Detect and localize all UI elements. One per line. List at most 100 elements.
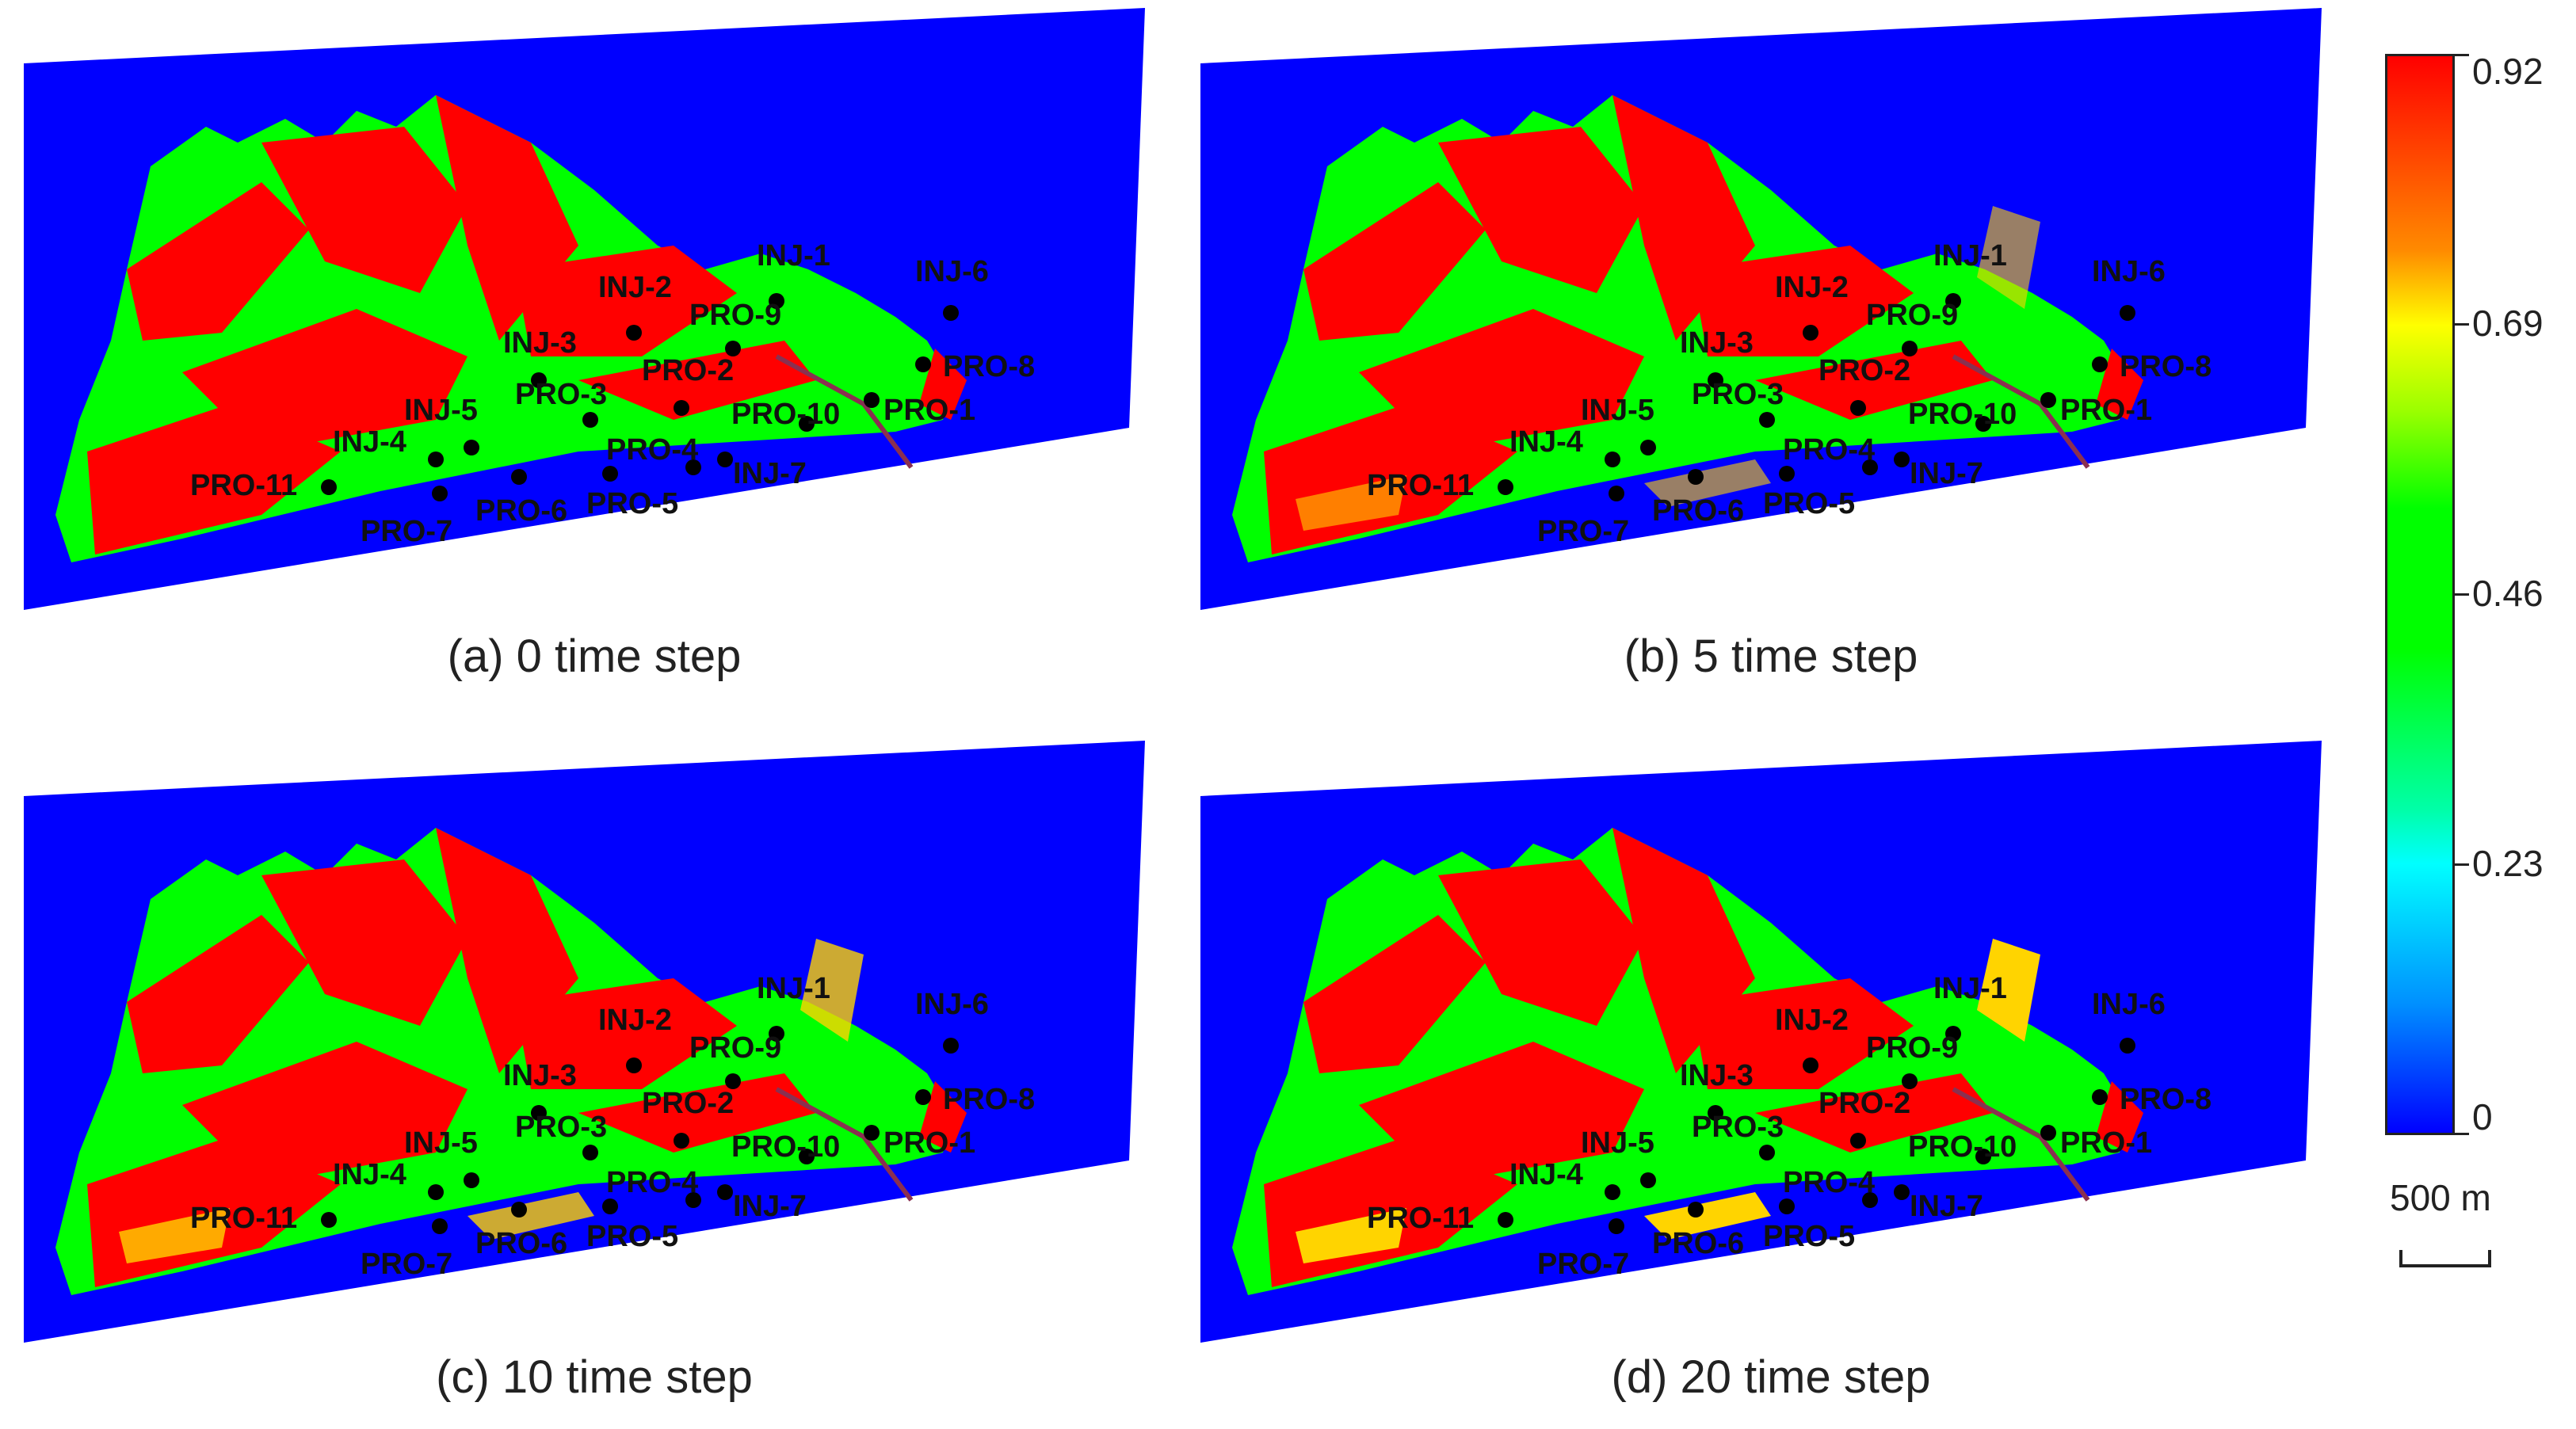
well-marker — [1945, 1026, 1961, 1042]
well-pro-3: PRO-3 — [1692, 378, 1784, 428]
well-marker — [685, 459, 701, 475]
well-pro-11: PRO-11 — [1367, 469, 1513, 502]
scale-bar-label: 500 m — [2390, 1177, 2491, 1218]
well-marker — [2120, 305, 2135, 321]
well-label: PRO-5 — [1763, 1220, 1855, 1253]
colorbar-label-4: 0.23 — [2472, 843, 2544, 884]
well-label: PRO-4 — [606, 1166, 698, 1199]
well-inj-3: INJ-3 — [1680, 1059, 1754, 1121]
well-label: PRO-8 — [943, 1083, 1035, 1116]
fault-line — [1952, 354, 2090, 469]
well-inj-4: INJ-4 — [1509, 425, 1620, 467]
well-pro-8: PRO-8 — [915, 1083, 1035, 1116]
well-pro-5: PRO-5 — [1763, 466, 1855, 520]
well-marker — [582, 1145, 598, 1160]
well-inj-5: INJ-5 — [1581, 394, 1656, 455]
well-label: INJ-5 — [404, 1126, 478, 1160]
well-label: INJ-2 — [1775, 1004, 1849, 1037]
panel-d: INJ-1 INJ-2 INJ-3 INJ-4 INJ-5 INJ-6 INJ-7 PRO-1… — [1200, 741, 2341, 1414]
well-label: PRO-2 — [642, 1087, 734, 1120]
well-pro-7: PRO-7 — [361, 486, 452, 548]
well-pro-2: PRO-2 — [642, 1087, 734, 1149]
well-pro-8: PRO-8 — [2092, 350, 2212, 383]
high-saturation-zone — [2096, 1081, 2143, 1153]
well-label: INJ-1 — [757, 239, 830, 272]
front-zone — [119, 1208, 230, 1263]
well-inj-4: INJ-4 — [333, 1158, 444, 1200]
well-inj-7: INJ-7 — [717, 452, 807, 490]
colorbar-label-min: 0 — [2472, 1096, 2493, 1137]
well-pro-3: PRO-3 — [515, 378, 607, 428]
well-marker — [1498, 479, 1513, 495]
panel-c: INJ-1 INJ-2 INJ-3 INJ-4 INJ-5 INJ-6 INJ-7 PRO-1… — [24, 741, 1165, 1414]
well-inj-7: INJ-7 — [1894, 1184, 1983, 1223]
well-label: INJ-1 — [1933, 972, 2007, 1005]
well-inj-2: INJ-2 — [598, 271, 672, 341]
well-marker — [1708, 372, 1723, 388]
well-pro-7: PRO-7 — [1537, 486, 1629, 548]
well-pro-9: PRO-9 — [1866, 1031, 1958, 1089]
well-label: INJ-3 — [503, 1059, 577, 1092]
well-inj-6: INJ-6 — [915, 988, 989, 1054]
well-marker — [1894, 1184, 1910, 1200]
colorbar-tick — [2455, 863, 2469, 866]
well-pro-9: PRO-9 — [689, 299, 781, 356]
high-saturation-zone — [1692, 246, 1914, 356]
well-label: PRO-6 — [1652, 1227, 1744, 1260]
well-pro-11: PRO-11 — [190, 1202, 337, 1235]
well-label: PRO-10 — [1908, 398, 2017, 431]
well-marker — [464, 1172, 479, 1188]
well-label: PRO-1 — [883, 394, 975, 427]
well-inj-2: INJ-2 — [1775, 1004, 1849, 1073]
well-marker — [1975, 416, 1991, 432]
well-marker — [321, 479, 337, 495]
well-inj-1: INJ-1 — [757, 239, 830, 309]
well-label: PRO-7 — [361, 515, 452, 548]
well-label: PRO-2 — [1818, 354, 1910, 387]
well-inj-1: INJ-1 — [1933, 972, 2007, 1042]
well-pro-10: PRO-10 — [731, 398, 840, 432]
colorbar-tick — [2455, 593, 2469, 596]
well-label: INJ-2 — [598, 1004, 672, 1037]
well-pro-6: PRO-6 — [1652, 1202, 1744, 1260]
well-label: INJ-7 — [1910, 1190, 1983, 1223]
colorbar-tick — [2455, 323, 2469, 326]
well-pro-9: PRO-9 — [1866, 299, 1958, 356]
well-marker — [1609, 486, 1624, 501]
colorbar-label-max: 0.92 — [2472, 51, 2544, 92]
panel-a: INJ-1 INJ-2 INJ-3 INJ-4 INJ-5 INJ-6 INJ-7 PRO-1… — [24, 8, 1165, 682]
well-marker — [1975, 1149, 1991, 1164]
well-label: PRO-11 — [190, 469, 297, 502]
well-label: INJ-7 — [733, 457, 807, 490]
well-pro-5: PRO-5 — [586, 1198, 678, 1253]
well-label: PRO-5 — [1763, 487, 1855, 520]
well-marker — [799, 416, 815, 432]
well-marker — [1759, 1145, 1775, 1160]
front-zone — [1296, 475, 1406, 531]
well-marker — [769, 293, 784, 309]
front-zone — [800, 939, 864, 1042]
well-marker — [428, 1184, 444, 1200]
well-pro-11: PRO-11 — [1367, 1202, 1513, 1235]
well-label: PRO-8 — [2120, 350, 2212, 383]
high-saturation-zone — [1692, 978, 1914, 1089]
well-marker — [531, 372, 547, 388]
well-pro-1: PRO-1 — [2040, 1125, 2152, 1160]
well-label: PRO-4 — [1783, 433, 1875, 467]
well-marker — [626, 1057, 642, 1073]
well-label: INJ-6 — [915, 988, 989, 1021]
well-marker — [1605, 452, 1620, 467]
well-marker — [511, 469, 527, 485]
well-label: PRO-11 — [1367, 469, 1474, 502]
well-inj-4: INJ-4 — [333, 425, 444, 467]
well-label: PRO-2 — [642, 354, 734, 387]
well-label: PRO-8 — [943, 350, 1035, 383]
well-marker — [799, 1149, 815, 1164]
well-label: INJ-1 — [757, 972, 830, 1005]
well-marker — [1803, 1057, 1818, 1073]
well-label: PRO-4 — [606, 433, 698, 467]
well-pro-10: PRO-10 — [731, 1130, 840, 1164]
well-marker — [2120, 1038, 2135, 1054]
well-label: PRO-6 — [475, 494, 567, 528]
